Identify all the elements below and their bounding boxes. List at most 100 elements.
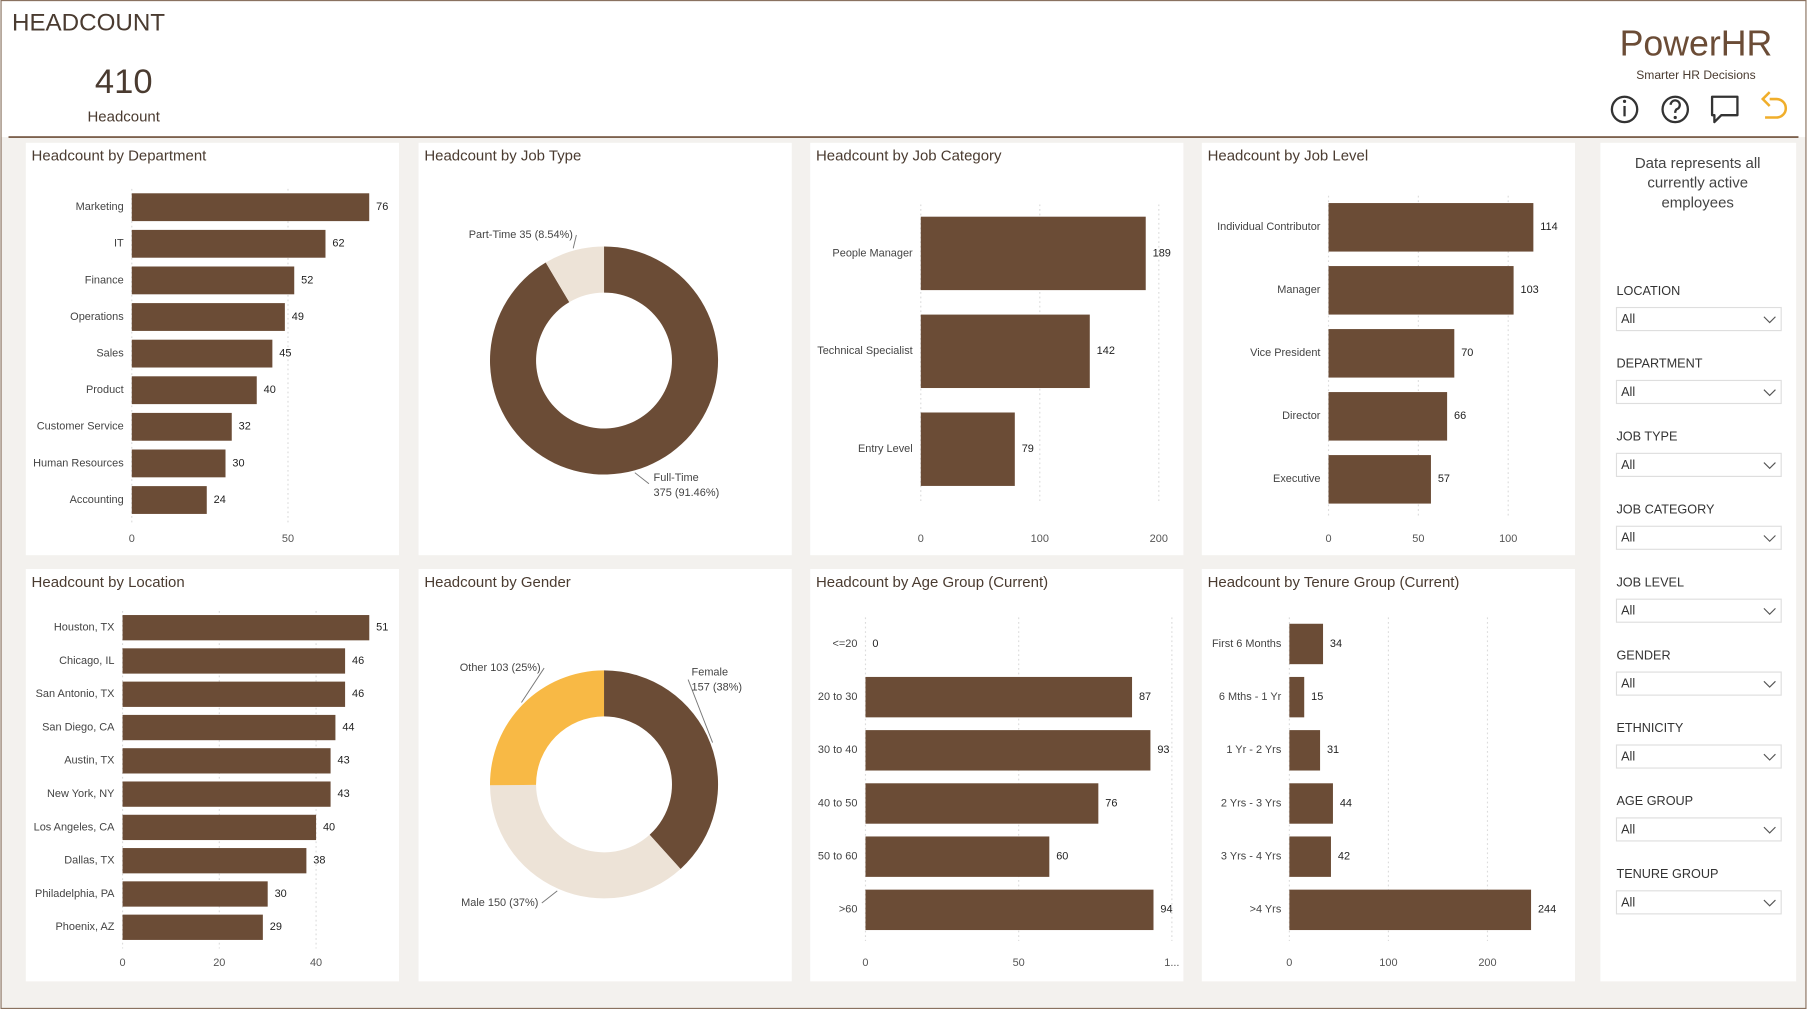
dropdown-chevron — [1763, 753, 1776, 761]
donut-slice — [604, 670, 719, 869]
value-label: 30 — [232, 457, 244, 469]
comment-button[interactable] — [1710, 95, 1739, 124]
x-tick-label: 0 — [918, 533, 924, 545]
dropdown-value: All — [1621, 312, 1635, 326]
filter-dropdown[interactable]: All — [1615, 598, 1782, 623]
brand-logo: PowerHR — [1620, 24, 1773, 64]
dropdown-box — [1615, 379, 1782, 405]
slice-category: Full-Time — [654, 472, 699, 484]
category-label: Human Resources — [33, 457, 124, 469]
value-label: 51 — [376, 622, 388, 634]
chart-title: Headcount by Gender — [424, 574, 570, 591]
help-button[interactable] — [1661, 95, 1690, 124]
category-label: First 6 Months — [1212, 638, 1282, 650]
filter-label: JOB CATEGORY — [1616, 502, 1715, 516]
filter-label: JOB LEVEL — [1616, 575, 1684, 589]
category-label: Finance — [85, 274, 124, 286]
value-label: 76 — [376, 201, 388, 213]
x-tick-label: 50 — [282, 533, 294, 545]
x-tick-label: 200 — [1478, 957, 1496, 969]
bar — [122, 814, 317, 841]
slice-label: Part-Time 35 (8.54%) — [469, 229, 573, 241]
bar — [1328, 455, 1431, 504]
bar — [122, 781, 331, 807]
donut-slice — [489, 246, 719, 475]
filter-label: ETHNICITY — [1616, 721, 1683, 735]
chart-title: Headcount by Location — [32, 574, 185, 591]
value-label: 189 — [1153, 247, 1171, 259]
filter-dropdown[interactable]: All — [1615, 379, 1782, 405]
category-label: Technical Specialist — [817, 345, 912, 357]
dropdown-value: All — [1621, 531, 1635, 545]
slice-value: 157 (38%) — [692, 682, 742, 694]
bar — [131, 229, 326, 258]
slice-value: 35 (8.54%) — [519, 229, 573, 241]
x-tick-label: 0 — [120, 957, 126, 969]
filter-dropdown[interactable]: All — [1615, 890, 1782, 915]
value-label: 0 — [872, 638, 878, 650]
filter-dropdown[interactable]: All — [1615, 671, 1782, 696]
dropdown-box — [1615, 671, 1782, 696]
bar — [865, 676, 1133, 718]
value-label: 42 — [1338, 851, 1350, 863]
category-label: Phoenix, AZ — [56, 921, 115, 933]
value-label: 38 — [313, 855, 325, 867]
x-tick-label: 0 — [129, 533, 135, 545]
dropdown-value: All — [1621, 458, 1635, 472]
dropdown-chevron — [1763, 899, 1776, 907]
bar — [1289, 783, 1333, 824]
category-label: >60 — [839, 904, 858, 916]
bar — [131, 449, 226, 478]
chart-title: Headcount by Tenure Group (Current) — [1208, 574, 1460, 591]
category-label: Dallas, TX — [64, 855, 115, 867]
filter-dropdown[interactable]: All — [1615, 525, 1782, 550]
value-label: 79 — [1022, 443, 1034, 455]
category-label: <=20 — [832, 638, 857, 650]
chart-panel — [418, 569, 792, 982]
bar — [131, 303, 285, 331]
x-tick-label: 0 — [1325, 533, 1331, 545]
category-label: Director — [1282, 410, 1321, 422]
chart-title: Headcount by Age Group (Current) — [816, 574, 1048, 591]
kpi-label: Headcount — [88, 108, 161, 125]
value-label: 46 — [352, 655, 364, 667]
info-button[interactable] — [1610, 95, 1639, 124]
x-tick-label: 50 — [1412, 533, 1424, 545]
filter-dropdown[interactable]: All — [1615, 306, 1782, 332]
filter-label: GENDER — [1616, 648, 1670, 662]
dropdown-chevron — [1763, 826, 1776, 834]
x-tick-label: 0 — [1286, 957, 1292, 969]
bar — [1289, 836, 1331, 877]
bar — [122, 681, 346, 707]
back-button[interactable] — [1760, 91, 1788, 119]
category-label: Houston, TX — [54, 622, 115, 634]
chart-title: Headcount by Department — [32, 148, 208, 165]
filter-dropdown[interactable]: All — [1615, 452, 1782, 477]
category-label: Executive — [1273, 473, 1320, 485]
leader-line — [541, 890, 558, 904]
value-label: 15 — [1311, 691, 1323, 703]
leader-line — [634, 472, 650, 485]
category-label: Individual Contributor — [1217, 221, 1321, 233]
value-label: 76 — [1105, 797, 1117, 809]
category-label: Philadelphia, PA — [35, 888, 115, 900]
category-label: Chicago, IL — [59, 655, 114, 667]
value-label: 49 — [292, 311, 304, 323]
value-label: 44 — [342, 721, 354, 733]
slice-category: Part-Time — [469, 229, 517, 241]
value-label: 94 — [1160, 904, 1172, 916]
dropdown-box — [1615, 817, 1782, 842]
value-label: 45 — [279, 348, 291, 360]
category-label: Manager — [1277, 284, 1321, 296]
value-label: 29 — [270, 921, 282, 933]
bar — [122, 714, 336, 741]
filter-dropdown[interactable]: All — [1615, 817, 1782, 842]
dropdown-box — [1615, 598, 1782, 623]
slice-value: 375 (91.46%) — [654, 487, 720, 499]
kpi-value: 410 — [95, 63, 153, 101]
value-label: 32 — [239, 421, 251, 433]
bar — [131, 339, 273, 368]
chart-panel — [418, 142, 792, 556]
filter-dropdown[interactable]: All — [1615, 744, 1782, 769]
bar — [1328, 203, 1534, 252]
